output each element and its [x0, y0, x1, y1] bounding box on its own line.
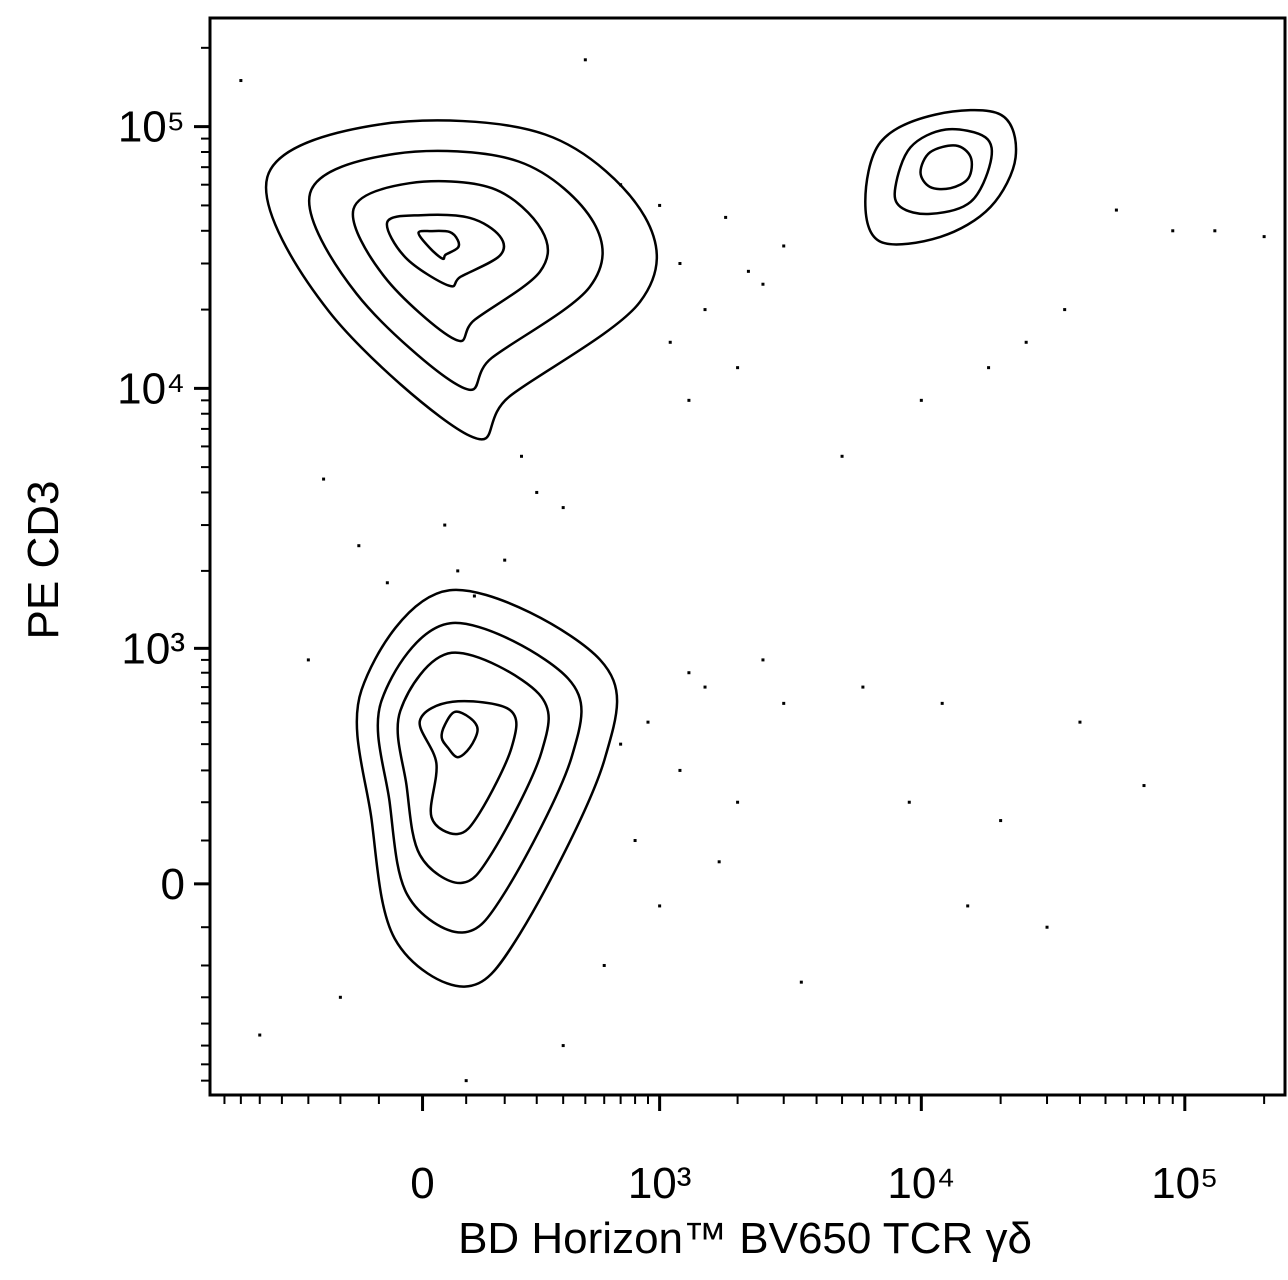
event-dot	[703, 685, 707, 689]
event-dot	[703, 308, 707, 312]
event-dot	[919, 398, 923, 402]
plot-frame	[208, 16, 1287, 1097]
event-dot	[940, 701, 944, 705]
contour-line	[440, 710, 479, 759]
event-dot	[782, 701, 786, 705]
event-dot	[907, 800, 911, 804]
event-dot	[443, 523, 447, 527]
y-axis-label: PE CD3	[19, 481, 68, 640]
x-axis-label: BD Horizon™ BV650 TCR γδ	[458, 1214, 1032, 1263]
event-dot	[1262, 235, 1266, 239]
event-dot	[1078, 720, 1082, 724]
contour-line	[919, 144, 974, 191]
contour-line	[417, 229, 461, 261]
event-dot	[322, 477, 326, 481]
event-dot	[736, 800, 740, 804]
event-dot	[385, 581, 389, 585]
event-dot	[782, 244, 786, 248]
event-dot	[1213, 229, 1217, 233]
event-dot	[583, 58, 587, 62]
x-tick-label: 10⁴	[887, 1159, 955, 1208]
contour-line	[264, 119, 659, 441]
contour-line	[355, 588, 619, 988]
event-dot	[746, 269, 750, 273]
event-dot	[338, 995, 342, 999]
event-dot	[1024, 340, 1028, 344]
contour-line	[893, 127, 994, 216]
event-dot	[736, 366, 740, 370]
contour-line	[307, 149, 604, 391]
event-dot	[668, 340, 672, 344]
event-dot	[535, 490, 539, 494]
event-dot	[503, 558, 507, 562]
event-dot	[1142, 784, 1146, 788]
event-dot	[717, 860, 721, 864]
event-dot	[1171, 229, 1175, 233]
contour-line	[396, 651, 550, 885]
event-dot	[799, 980, 803, 984]
event-dot	[687, 398, 691, 402]
event-dot	[646, 720, 650, 724]
event-dot	[658, 904, 662, 908]
event-dot	[987, 366, 991, 370]
event-dot	[519, 454, 523, 458]
event-dot	[602, 963, 606, 967]
event-dot	[678, 768, 682, 772]
event-dot	[633, 839, 637, 843]
event-dot	[1063, 308, 1067, 312]
y-tick-label: 10⁵	[118, 103, 185, 152]
event-dot	[472, 594, 476, 598]
event-dot	[561, 506, 565, 510]
event-dot	[306, 658, 310, 662]
contour-line	[418, 700, 518, 836]
event-dot	[966, 904, 970, 908]
event-dot	[840, 454, 844, 458]
event-dot	[1114, 208, 1118, 212]
event-dot	[999, 819, 1003, 823]
event-dot	[724, 215, 728, 219]
event-dot	[464, 1079, 468, 1083]
x-tick-label: 10⁵	[1151, 1159, 1218, 1208]
event-dot	[258, 1033, 262, 1037]
contour-line	[385, 213, 506, 288]
x-tick-label: 0	[410, 1159, 434, 1208]
contour-line	[376, 621, 583, 934]
event-dot	[761, 658, 765, 662]
event-dot	[456, 569, 460, 573]
event-dot	[678, 261, 682, 265]
event-dot	[561, 1044, 565, 1048]
contour-line	[864, 108, 1018, 246]
event-dot	[619, 742, 623, 746]
contour-line	[351, 179, 550, 343]
y-tick-label: 10³	[121, 624, 185, 673]
event-dot	[861, 685, 865, 689]
y-tick-label: 10⁴	[117, 364, 185, 413]
event-dot	[658, 203, 662, 207]
event-dot	[239, 79, 243, 83]
event-dot	[687, 671, 691, 675]
x-tick-label: 10³	[628, 1159, 692, 1208]
event-dot	[1045, 925, 1049, 929]
event-dot	[357, 544, 361, 548]
y-tick-label: 0	[161, 860, 185, 909]
event-dot	[761, 282, 765, 286]
